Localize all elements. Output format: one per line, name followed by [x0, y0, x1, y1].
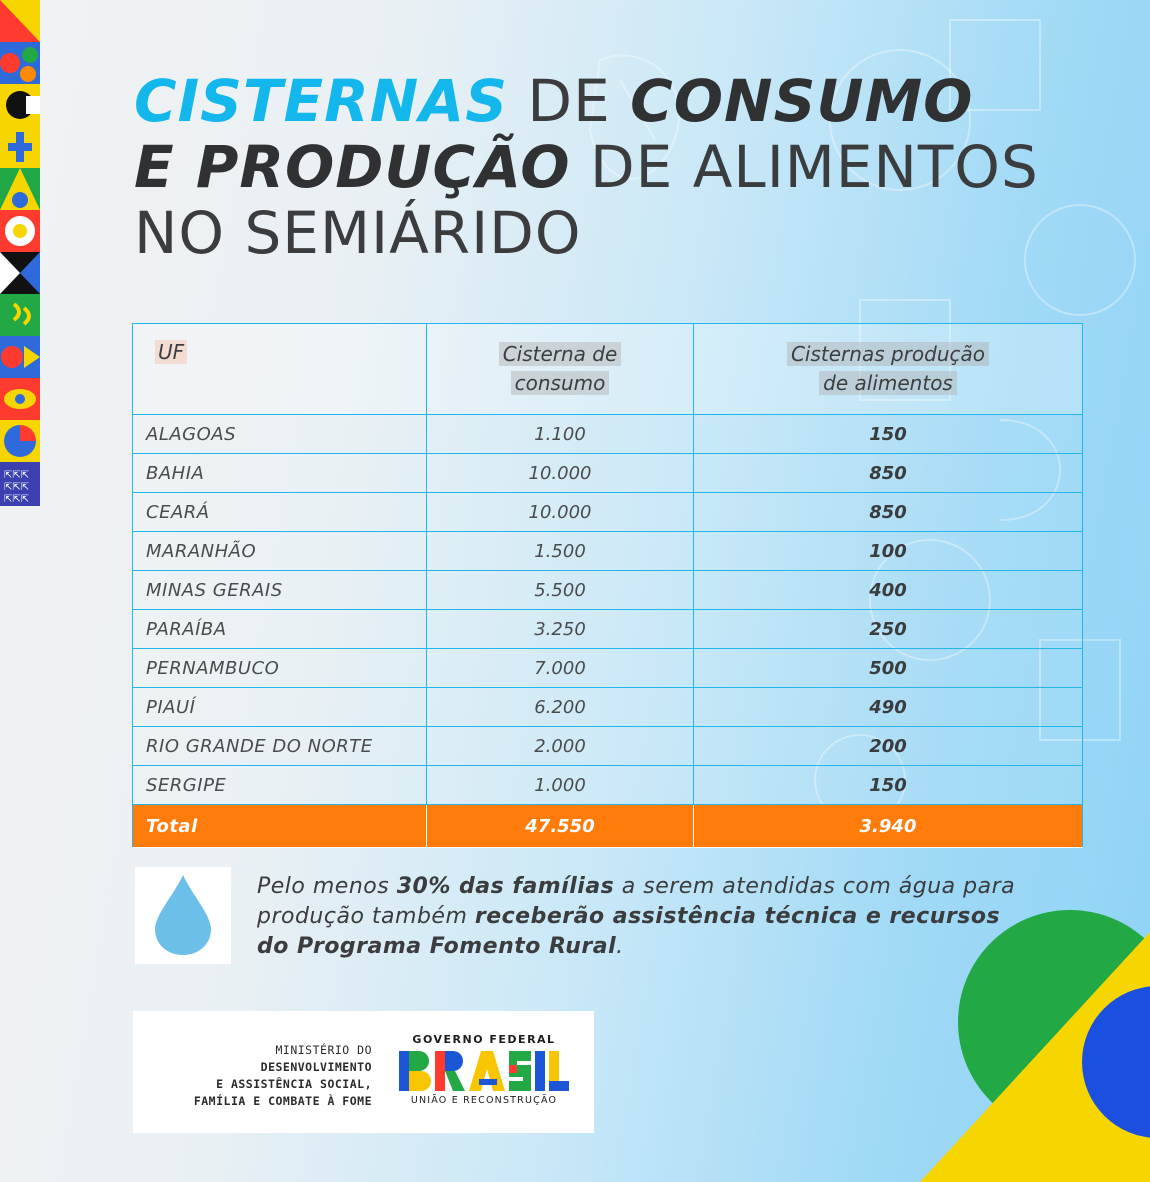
- title-connector: DE: [527, 67, 611, 135]
- note-part-1: Pelo menos: [257, 874, 397, 899]
- header-uf: UF: [132, 323, 427, 415]
- page-title: CISTERNAS DE CONSUMO E PRODUÇÃO DE ALIME…: [134, 68, 1038, 267]
- cell-producao: 200: [693, 726, 1083, 766]
- title-bold-producao: E PRODUÇÃO: [134, 133, 571, 201]
- total-label: Total: [132, 804, 427, 848]
- cisterns-table: UF Cisterna de consumo Cisternas produçã…: [132, 323, 1083, 848]
- ministry-line-1: MINISTÉRIO DO: [275, 1043, 372, 1057]
- table-row: PERNAMBUCO 7.000 500: [132, 648, 1083, 688]
- table-row: BAHIA 10.000 850: [132, 453, 1083, 493]
- svg-text:⇱⇱⇱: ⇱⇱⇱: [4, 470, 29, 481]
- cell-consumo: 2.000: [426, 726, 694, 766]
- total-producao: 3.940: [693, 804, 1083, 848]
- header-producao-line2: de alimentos: [819, 371, 957, 395]
- title-highlight: CISTERNAS: [134, 67, 508, 135]
- svg-text:⇱⇱⇱: ⇱⇱⇱: [4, 494, 29, 505]
- cell-producao: 500: [693, 648, 1083, 688]
- footer-logos: MINISTÉRIO DO DESENVOLVIMENTO E ASSISTÊN…: [133, 1011, 594, 1133]
- cell-uf: BAHIA: [132, 453, 427, 493]
- cell-producao: 150: [693, 765, 1083, 805]
- title-line-1: CISTERNAS DE CONSUMO: [134, 68, 1034, 134]
- ministry-line-2: DESENVOLVIMENTO: [260, 1060, 372, 1074]
- header-consumo-line1: Cisterna de: [498, 342, 622, 366]
- header-consumo: Cisterna de consumo: [426, 323, 694, 415]
- title-line-3: NO SEMIÁRIDO: [134, 199, 582, 267]
- brasil-logo: [399, 1051, 569, 1091]
- table-row: ALAGOAS 1.100 150: [132, 414, 1083, 454]
- table-row: PIAUÍ 6.200 490: [132, 687, 1083, 727]
- note-part-3: a serem atendidas com água para produção…: [257, 874, 1016, 929]
- svg-text:⇱⇱⇱: ⇱⇱⇱: [4, 482, 29, 493]
- cell-consumo: 10.000: [426, 492, 694, 532]
- header-producao: Cisternas produção de alimentos: [693, 323, 1083, 415]
- cell-producao: 150: [693, 414, 1083, 454]
- header-uf-label: UF: [155, 340, 188, 364]
- table-row: SERGIPE 1.000 150: [132, 765, 1083, 805]
- cell-consumo: 1.100: [426, 414, 694, 454]
- cell-uf: MARANHÃO: [132, 531, 427, 571]
- cell-consumo: 10.000: [426, 453, 694, 493]
- cell-consumo: 5.500: [426, 570, 694, 610]
- note-icon-box: [135, 867, 231, 964]
- table-row: MARANHÃO 1.500 100: [132, 531, 1083, 571]
- cell-producao: 100: [693, 531, 1083, 571]
- title-bold-consumo: CONSUMO: [630, 67, 974, 135]
- cell-uf: PIAUÍ: [132, 687, 427, 727]
- header-consumo-line2: consumo: [510, 371, 610, 395]
- table-header-row: UF Cisterna de consumo Cisternas produçã…: [132, 323, 1083, 415]
- header-producao-line1: Cisternas produção: [786, 342, 990, 366]
- cell-producao: 400: [693, 570, 1083, 610]
- government-logo: GOVERNO FEDERAL UNIÃO E RECONSTRUÇÃO: [396, 1033, 572, 1106]
- table-total-row: Total 47.550 3.940: [132, 804, 1083, 848]
- cell-producao: 850: [693, 453, 1083, 493]
- note-text: Pelo menos 30% das famílias a serem aten…: [257, 872, 1027, 962]
- cell-uf: PERNAMBUCO: [132, 648, 427, 688]
- cell-uf: RIO GRANDE DO NORTE: [132, 726, 427, 766]
- table-row: MINAS GERAIS 5.500 400: [132, 570, 1083, 610]
- note-part-5: .: [616, 934, 624, 959]
- table-row: PARAÍBA 3.250 250: [132, 609, 1083, 649]
- cell-producao: 850: [693, 492, 1083, 532]
- cell-consumo: 3.250: [426, 609, 694, 649]
- gov-slogan: UNIÃO E RECONSTRUÇÃO: [410, 1095, 558, 1106]
- cell-uf: ALAGOAS: [132, 414, 427, 454]
- cell-uf: MINAS GERAIS: [132, 570, 427, 610]
- title-line-2: E PRODUÇÃO DE ALIMENTOS: [134, 133, 1038, 201]
- cell-consumo: 6.200: [426, 687, 694, 727]
- ministry-line-4: FAMÍLIA E COMBATE À FOME: [193, 1094, 372, 1108]
- cell-uf: CEARÁ: [132, 492, 427, 532]
- cell-consumo: 1.500: [426, 531, 694, 571]
- gov-header: GOVERNO FEDERAL: [412, 1033, 556, 1046]
- flag-corner-decoration: [920, 910, 1150, 1182]
- cell-producao: 490: [693, 687, 1083, 727]
- cell-producao: 250: [693, 609, 1083, 649]
- ministry-line-3: E ASSISTÊNCIA SOCIAL,: [216, 1077, 372, 1091]
- table-row: RIO GRANDE DO NORTE 2.000 200: [132, 726, 1083, 766]
- title-rest: DE ALIMENTOS: [589, 133, 1039, 201]
- cell-uf: SERGIPE: [132, 765, 427, 805]
- total-consumo: 47.550: [426, 804, 694, 848]
- cell-uf: PARAÍBA: [132, 609, 427, 649]
- ministry-name: MINISTÉRIO DO DESENVOLVIMENTO E ASSISTÊN…: [132, 1042, 372, 1110]
- cell-consumo: 7.000: [426, 648, 694, 688]
- cell-consumo: 1.000: [426, 765, 694, 805]
- note-part-2: 30% das famílias: [396, 874, 615, 899]
- note-part-4: receberão assistência técnica e recursos…: [257, 904, 1001, 959]
- table-row: CEARÁ 10.000 850: [132, 492, 1083, 532]
- side-pattern-strip: ⇱⇱⇱ ⇱⇱⇱ ⇱⇱⇱: [0, 0, 40, 506]
- water-drop-icon: [155, 875, 211, 955]
